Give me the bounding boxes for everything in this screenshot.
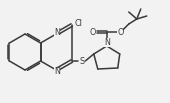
Text: N: N [104,37,110,46]
Text: N: N [54,28,60,36]
Text: O: O [90,28,96,36]
Text: N: N [54,67,60,77]
Text: O: O [117,28,123,36]
Text: S: S [79,57,84,66]
Text: Cl: Cl [75,19,83,29]
